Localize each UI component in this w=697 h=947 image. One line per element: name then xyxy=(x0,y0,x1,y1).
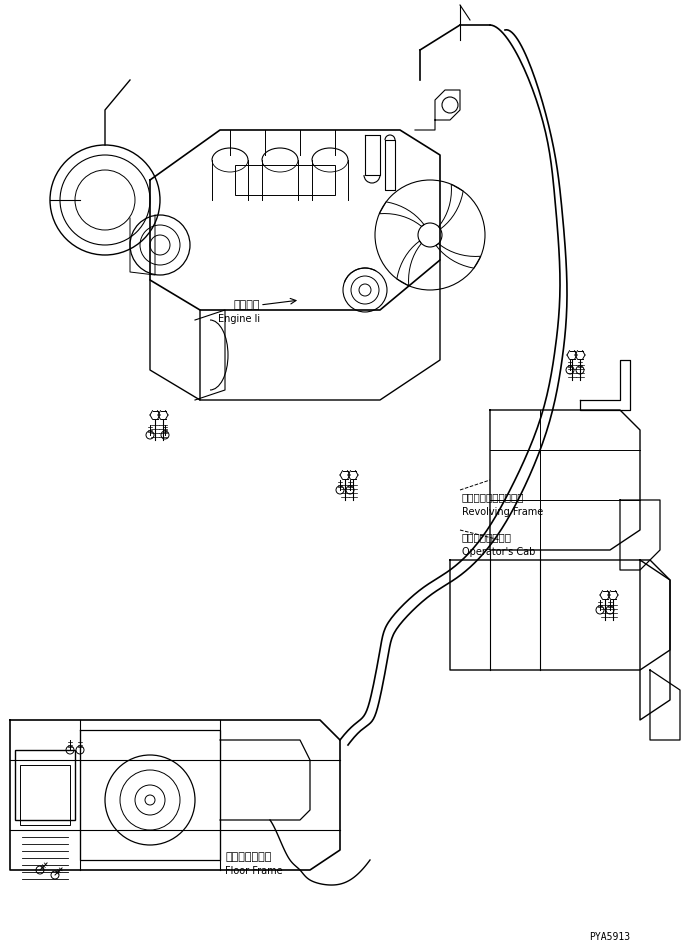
Text: フロアフレーム: フロアフレーム xyxy=(225,852,271,862)
Text: オペレータキャブ: オペレータキャブ xyxy=(462,532,512,542)
Bar xyxy=(20,765,70,825)
Text: レボルビングフレーム: レボルビングフレーム xyxy=(462,492,525,502)
Text: Operator's Cab: Operator's Cab xyxy=(462,547,535,557)
Bar xyxy=(235,165,335,195)
Text: Revolving Frame: Revolving Frame xyxy=(462,507,543,517)
Text: PYA5913: PYA5913 xyxy=(589,932,630,942)
Text: Engine li: Engine li xyxy=(218,314,260,324)
Text: Floor Frame: Floor Frame xyxy=(225,866,282,876)
Bar xyxy=(15,750,75,820)
Text: エンジン: エンジン xyxy=(233,300,260,310)
